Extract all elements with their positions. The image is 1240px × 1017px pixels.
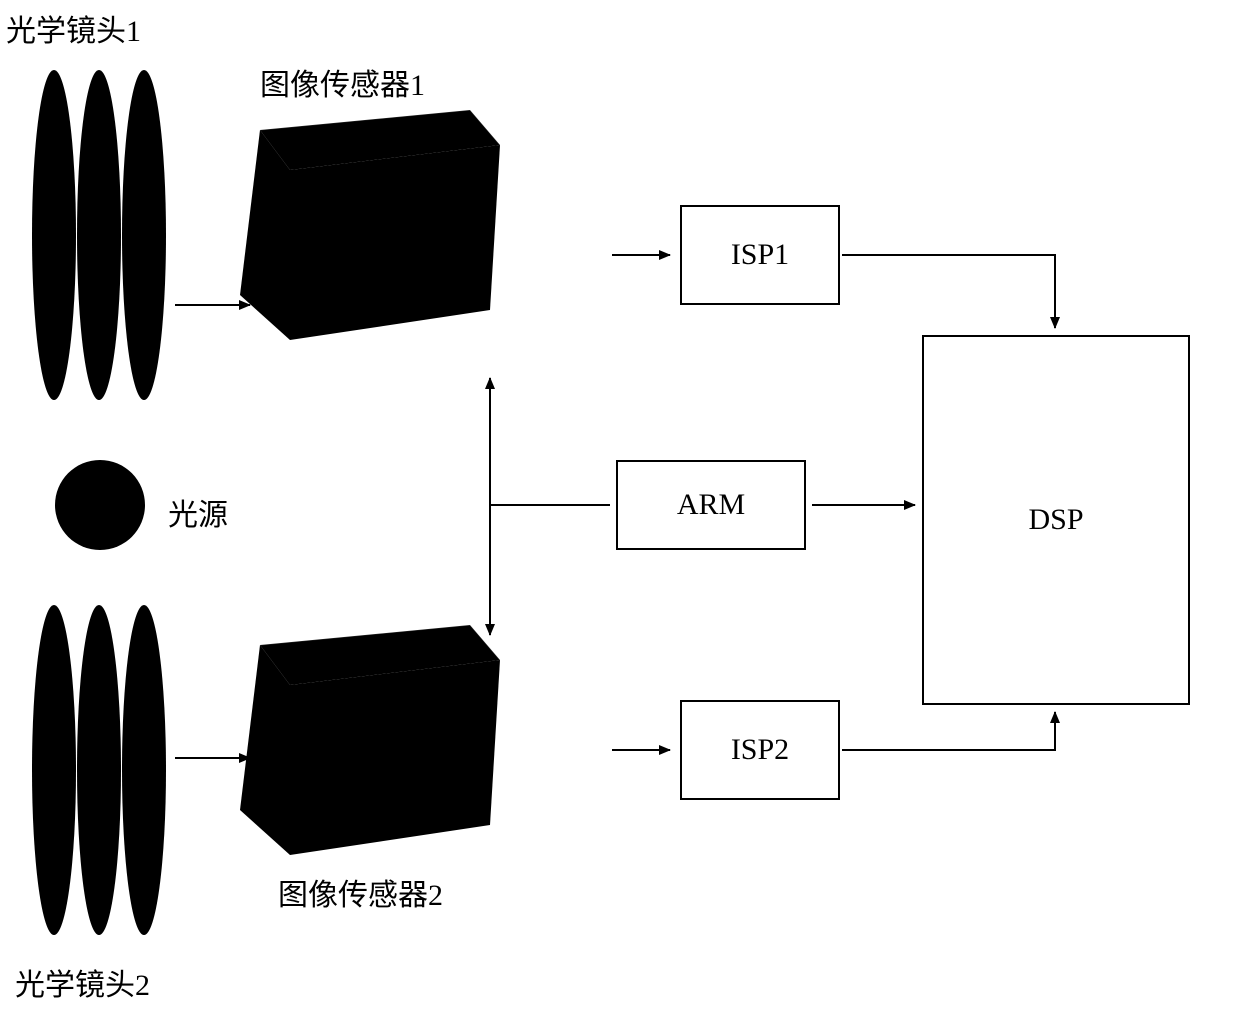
diagram-canvas: 光学镜头1 光学镜头2 图像传感器1 图像传感器2 光源 IS <box>0 0 1240 1017</box>
isp2-text: ISP2 <box>731 733 789 767</box>
sensor2-label: 图像传感器2 <box>278 870 443 914</box>
arm-text: ARM <box>677 488 745 522</box>
lens1-element-2 <box>77 70 121 400</box>
isp1-box: ISP1 <box>680 205 840 305</box>
dsp-text: DSP <box>1028 503 1083 537</box>
lens1-element-1 <box>32 70 76 400</box>
isp1-text: ISP1 <box>731 238 789 272</box>
lens1-element-3 <box>122 70 166 400</box>
isp2-box: ISP2 <box>680 700 840 800</box>
arm-box: ARM <box>616 460 806 550</box>
image-sensor-1-icon <box>220 105 510 345</box>
light-source-icon <box>55 460 145 550</box>
light-source-label: 光源 <box>168 490 228 534</box>
lens2-element-3 <box>122 605 166 935</box>
sensor1-label: 图像传感器1 <box>260 60 425 104</box>
arrow-isp1-to-dsp <box>842 255 1055 328</box>
arrow-isp2-to-dsp <box>842 712 1055 750</box>
lens2-element-2 <box>77 605 121 935</box>
dsp-box: DSP <box>922 335 1190 705</box>
lens2-element-1 <box>32 605 76 935</box>
lens2-label: 光学镜头2 <box>15 960 150 1004</box>
image-sensor-2-icon <box>220 620 510 860</box>
lens1-label: 光学镜头1 <box>6 6 141 50</box>
